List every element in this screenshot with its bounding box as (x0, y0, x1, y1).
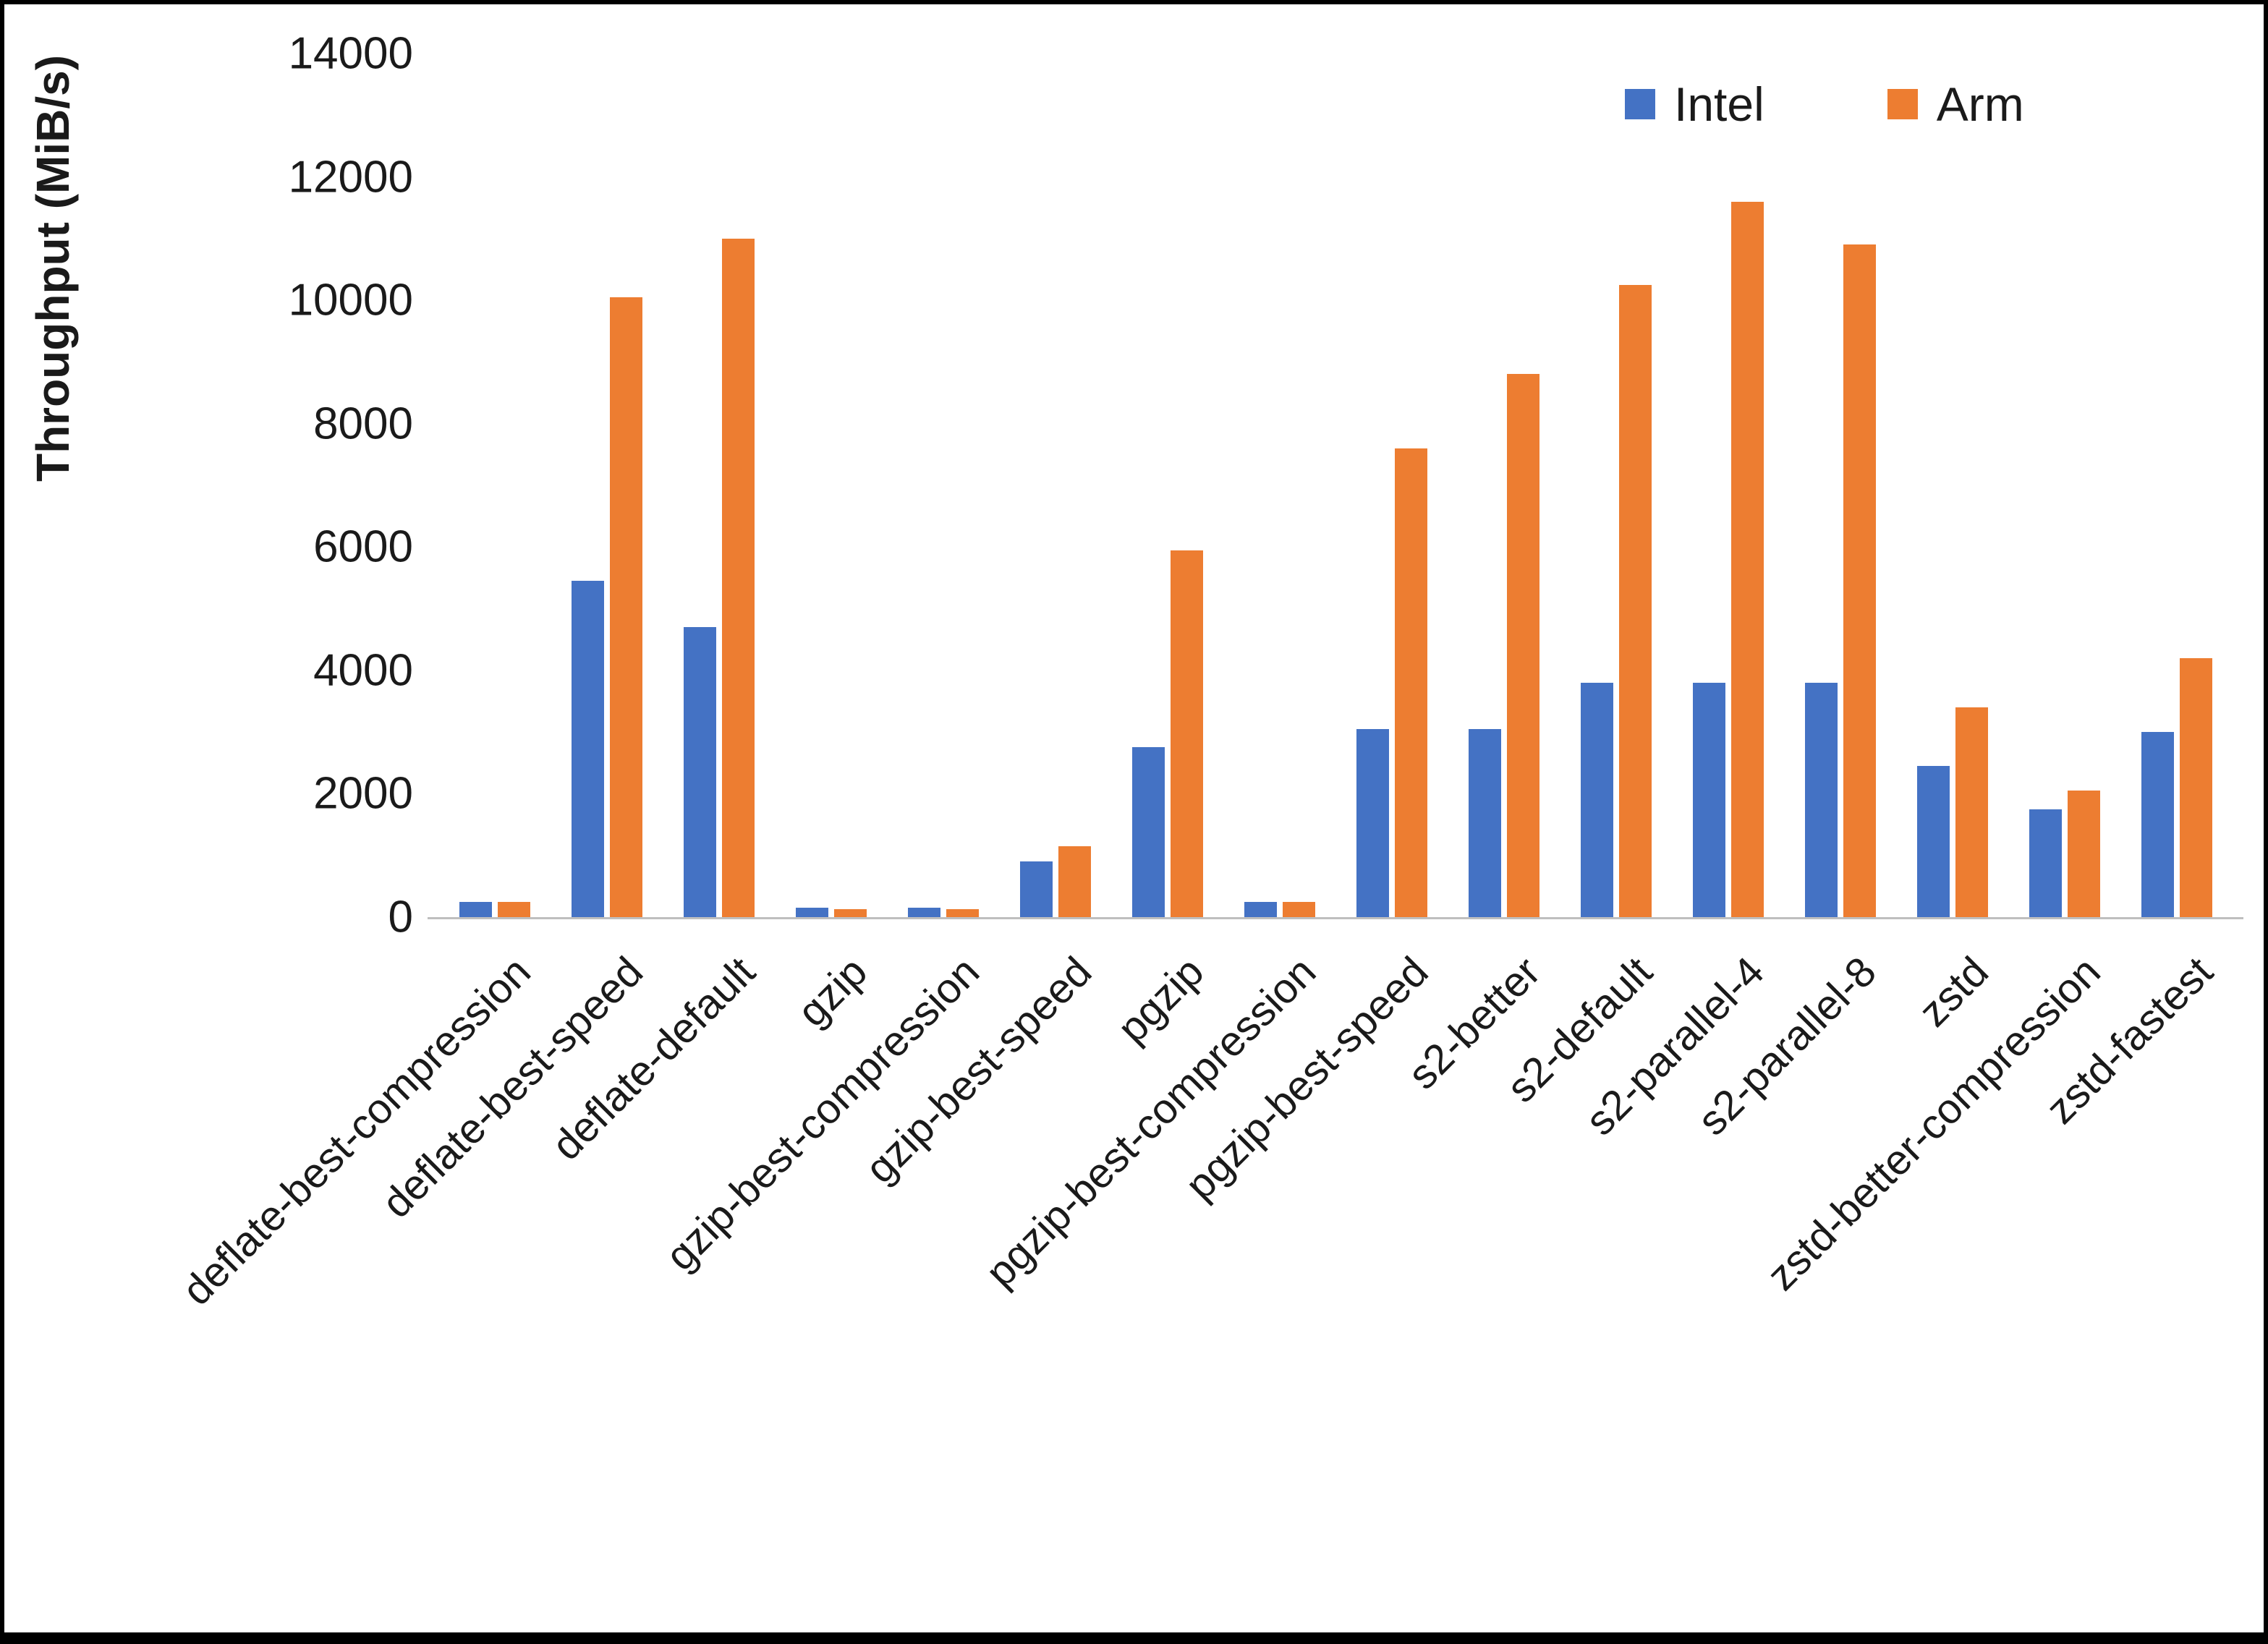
bar-arm-pgzip-best-compression (1282, 902, 1315, 917)
bar-group (551, 54, 663, 917)
bar-intel-deflate-best-speed (571, 581, 604, 917)
bar-group (1784, 54, 1896, 917)
bar-group (438, 54, 551, 917)
bar-group (1223, 54, 1335, 917)
bar-intel-zstd-better-compression (2029, 809, 2062, 917)
bar-arm-zstd (1955, 707, 1988, 917)
bar-arm-deflate-best-speed (609, 297, 642, 917)
bar-group (2008, 54, 2120, 917)
bar-group (887, 54, 999, 917)
bar-intel-s2-parallel-4 (1692, 683, 1725, 917)
y-tick-label: 8000 (313, 399, 413, 449)
legend-swatch-arm (1887, 89, 1918, 119)
chart-legend: Intel Arm (1625, 77, 2024, 132)
bar-group (1896, 54, 2008, 917)
bar-arm-s2-default (1618, 285, 1652, 917)
x-tick-label: zstd (1909, 947, 1998, 1036)
legend-swatch-intel (1625, 89, 1655, 119)
bar-intel-s2-default (1580, 683, 1613, 917)
bar-group (2120, 54, 2233, 917)
bar-intel-pgzip-best-speed (1356, 729, 1389, 917)
bar-arm-gzip-best-speed (1058, 846, 1091, 917)
x-tick-label: pgzip (1108, 947, 1213, 1052)
bar-intel-pgzip (1131, 747, 1165, 917)
y-tick-label: 4000 (313, 645, 413, 696)
bar-arm-gzip-best-compression (946, 909, 979, 917)
bar-arm-s2-parallel-4 (1730, 202, 1764, 917)
bar-arm-deflate-best-compression (497, 902, 530, 917)
bar-group (1111, 54, 1223, 917)
bar-arm-s2-better (1506, 374, 1539, 917)
bar-group (1335, 54, 1448, 917)
bar-arm-pgzip (1170, 550, 1203, 917)
x-axis-line (428, 917, 2243, 919)
bar-group (999, 54, 1111, 917)
bar-arm-zstd-fastest (2179, 658, 2212, 917)
legend-label: Intel (1674, 77, 1764, 131)
bar-intel-deflate-default (683, 627, 716, 917)
bar-intel-zstd-fastest (2141, 732, 2174, 917)
bar-arm-pgzip-best-speed (1394, 448, 1427, 917)
x-tick-label: deflate-default (543, 947, 765, 1170)
legend-item-intel: Intel (1625, 77, 1764, 132)
bar-group (1672, 54, 1784, 917)
y-tick-label: 10000 (288, 275, 413, 325)
bar-intel-s2-parallel-8 (1804, 683, 1838, 917)
plot-area (438, 54, 2233, 917)
bar-arm-zstd-better-compression (2067, 791, 2100, 917)
bar-intel-pgzip-best-compression (1244, 902, 1277, 917)
bar-intel-deflate-best-compression (459, 902, 492, 917)
bar-intel-gzip (795, 908, 828, 917)
y-tick-label: 0 (388, 892, 413, 942)
bar-group (1560, 54, 1672, 917)
bar-arm-gzip (833, 909, 867, 917)
bar-intel-gzip-best-speed (1019, 861, 1053, 917)
bar-arm-s2-parallel-8 (1843, 244, 1876, 917)
legend-label: Arm (1936, 77, 2024, 131)
bar-intel-zstd (1916, 766, 1950, 917)
bar-intel-gzip-best-compression (907, 908, 940, 917)
bar-group (663, 54, 775, 917)
bar-group (1448, 54, 1560, 917)
y-tick-label: 14000 (288, 28, 413, 79)
y-tick-label: 2000 (313, 768, 413, 819)
legend-item-arm: Arm (1887, 77, 2024, 132)
y-tick-label: 12000 (288, 152, 413, 203)
bar-intel-s2-better (1468, 729, 1501, 917)
y-tick-label: 6000 (313, 521, 413, 572)
bar-group (775, 54, 887, 917)
x-tick-label: gzip (788, 947, 877, 1036)
bar-arm-deflate-default (721, 239, 755, 917)
